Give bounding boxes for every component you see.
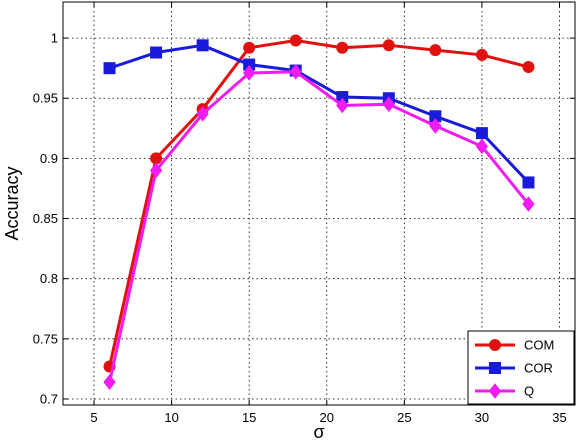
x-tick-label: 15 <box>242 410 256 425</box>
series-q-point <box>196 106 209 122</box>
series-com-point <box>150 152 163 165</box>
series-cor-point <box>522 176 535 189</box>
series-q-point <box>243 65 256 81</box>
series-com-point <box>336 41 349 54</box>
series-cor-line <box>109 43 530 184</box>
series-cor-point <box>475 127 488 140</box>
series-q-point <box>475 138 489 155</box>
series-q-point <box>522 196 535 212</box>
x-tick-label: 35 <box>552 410 566 425</box>
legend: COM COR Q <box>467 330 575 405</box>
series-layer <box>103 34 535 390</box>
series-q-point <box>103 374 116 390</box>
series-com-point <box>429 44 442 57</box>
legend-cor-marker <box>489 362 501 374</box>
series-q-point <box>429 118 442 134</box>
y-tick-label: 1 <box>51 31 58 46</box>
series-q-point <box>149 162 163 179</box>
series-q-point <box>289 63 302 80</box>
series-com-point <box>522 60 535 73</box>
x-tick-label: 30 <box>475 410 489 425</box>
x-axis-label: σ <box>313 422 324 442</box>
legend-com-marker <box>489 339 501 351</box>
ticks: 5 10 15 20 25 30 35 0.7 0.75 0.8 0.85 0.9 0.95 1 <box>33 2 575 425</box>
series-q-line <box>108 70 530 383</box>
plot-frame <box>62 1 576 406</box>
x-tick-label: 25 <box>397 410 411 425</box>
legend-q-marker <box>488 383 502 399</box>
series-com-point <box>475 48 488 61</box>
series-q-point <box>382 96 395 113</box>
y-tick-label: 0.7 <box>40 391 58 406</box>
y-tick-label: 0.85 <box>33 211 58 226</box>
series-q-point <box>336 97 349 114</box>
y-tick-label: 0.95 <box>33 91 58 106</box>
series-cor-point <box>103 62 116 75</box>
y-tick-label: 0.9 <box>40 151 58 166</box>
legend-cor-label: COR <box>524 361 553 376</box>
x-tick-label: 10 <box>164 410 178 425</box>
series-cor-point <box>150 46 163 59</box>
x-tick-label: 20 <box>320 410 334 425</box>
legend-q-label: Q <box>524 384 534 399</box>
series-com-point <box>243 41 256 54</box>
series-cor-point <box>196 39 209 52</box>
series-com-point <box>289 34 302 47</box>
series-com-point <box>382 39 395 52</box>
series-com-line <box>108 38 529 367</box>
legend-com-label: COM <box>524 338 554 353</box>
y-tick-label: 0.8 <box>40 271 58 286</box>
y-tick-label: 0.75 <box>33 331 58 346</box>
y-axis-label: Accuracy <box>2 166 22 240</box>
series-q <box>103 63 535 390</box>
x-tick-label: 5 <box>90 410 97 425</box>
